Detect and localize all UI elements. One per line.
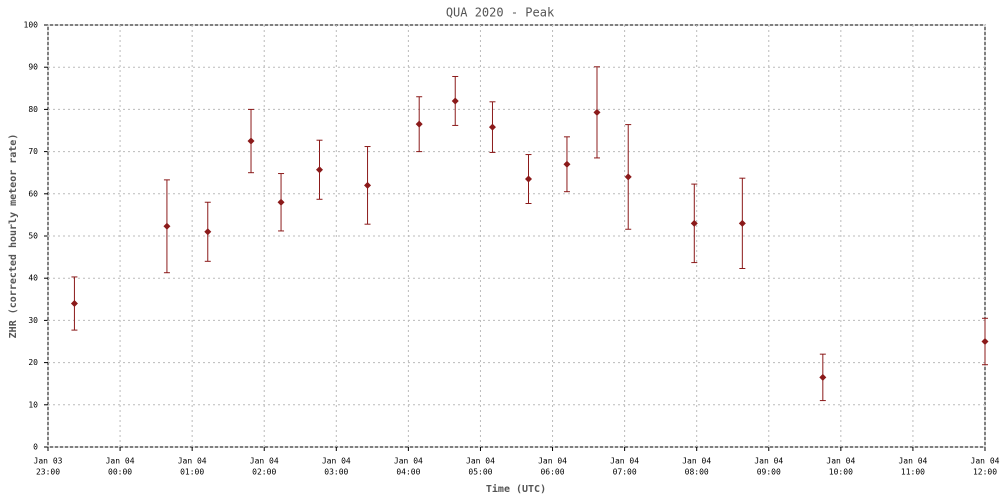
- data-point: [163, 222, 171, 230]
- x-tick-time: 12:00: [973, 468, 997, 477]
- y-tick-label: 40: [28, 274, 38, 283]
- x-tick-time: 08:00: [685, 468, 709, 477]
- y-tick-label: 90: [28, 63, 38, 72]
- data-point: [70, 300, 78, 308]
- data-point: [593, 108, 601, 116]
- data-point: [488, 123, 496, 131]
- y-tick-label: 10: [28, 400, 38, 409]
- x-axis-label: Time (UTC): [486, 483, 546, 495]
- y-tick-label: 30: [28, 316, 38, 325]
- x-tick-time: 03:00: [324, 468, 348, 477]
- x-tick-time: 01:00: [180, 468, 204, 477]
- data-point: [277, 198, 285, 206]
- y-axis-label: ZHR (corrected hourly meteor rate): [8, 134, 19, 339]
- chart-title: QUA 2020 - Peak: [446, 6, 555, 20]
- x-tick-time: 05:00: [468, 468, 492, 477]
- x-tick-date: Jan 04: [754, 457, 783, 466]
- x-tick-date: Jan 04: [322, 457, 351, 466]
- x-tick-time: 10:00: [829, 468, 853, 477]
- x-tick-date: Jan 04: [971, 457, 1000, 466]
- x-tick-date: Jan 04: [178, 457, 207, 466]
- data-point: [738, 219, 746, 227]
- y-tick-label: 50: [28, 232, 38, 241]
- data-point: [315, 166, 323, 174]
- y-tick-label: 80: [28, 105, 38, 114]
- y-tick-label: 20: [28, 358, 38, 367]
- y-tick-label: 0: [33, 443, 38, 452]
- x-tick-date: Jan 04: [466, 457, 495, 466]
- y-tick-label: 70: [28, 147, 38, 156]
- data-point: [525, 175, 533, 183]
- data-point: [415, 120, 423, 128]
- data-point: [981, 338, 989, 345]
- data-point: [204, 228, 212, 236]
- data-point: [819, 373, 827, 381]
- x-tick-time: 07:00: [613, 468, 637, 477]
- x-tick-date: Jan 04: [682, 457, 711, 466]
- data-point: [563, 160, 571, 168]
- data-point: [364, 181, 372, 189]
- data-point: [690, 219, 698, 227]
- x-tick-date: Jan 04: [610, 457, 639, 466]
- data-point: [624, 173, 632, 181]
- x-tick-date: Jan 04: [898, 457, 927, 466]
- x-tick-time: 09:00: [757, 468, 781, 477]
- x-tick-time: 04:00: [396, 468, 420, 477]
- x-tick-date: Jan 04: [826, 457, 855, 466]
- y-tick-label: 100: [24, 21, 39, 30]
- x-tick-date: Jan 04: [250, 457, 279, 466]
- x-tick-time: 00:00: [108, 468, 132, 477]
- x-tick-date: Jan 04: [106, 457, 135, 466]
- x-tick-time: 11:00: [901, 468, 925, 477]
- x-tick-time: 06:00: [540, 468, 564, 477]
- x-tick-time: 02:00: [252, 468, 276, 477]
- data-point: [451, 97, 459, 105]
- x-tick-date: Jan 04: [538, 457, 567, 466]
- data-point: [247, 137, 255, 145]
- x-tick-time: 23:00: [36, 468, 60, 477]
- x-tick-date: Jan 03: [34, 457, 63, 466]
- x-tick-date: Jan 04: [394, 457, 423, 466]
- y-tick-label: 60: [28, 189, 38, 198]
